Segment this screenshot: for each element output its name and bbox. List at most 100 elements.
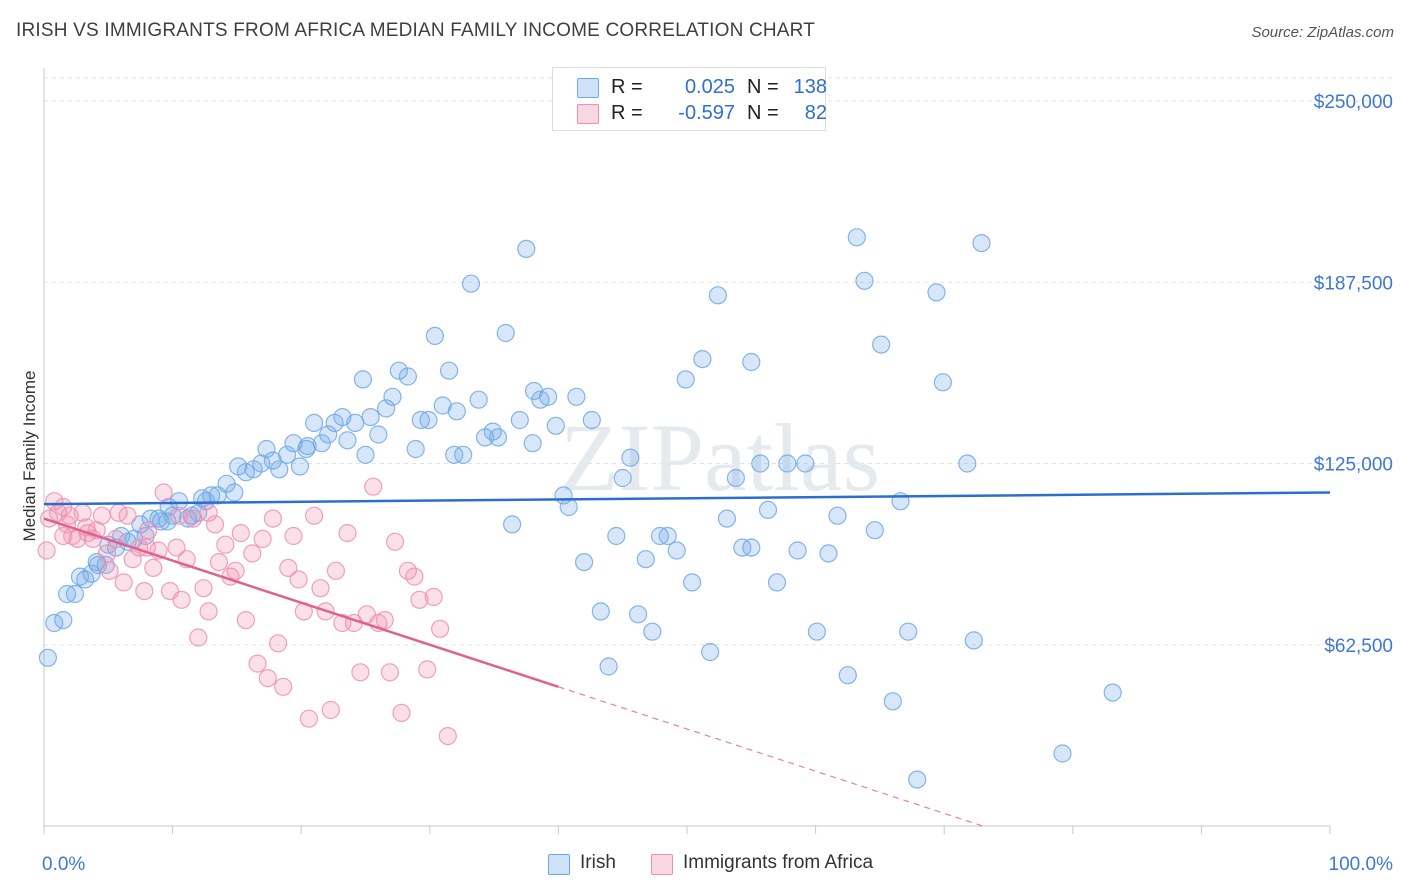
data-point (883, 692, 902, 711)
data-point (788, 541, 807, 560)
data-point (289, 570, 308, 589)
stats-r-label: R = (611, 76, 643, 98)
data-point (270, 460, 289, 479)
data-point (257, 439, 276, 459)
data-point (899, 622, 918, 641)
trend-line-extension (558, 686, 983, 827)
data-point (338, 523, 357, 543)
data-point (599, 657, 618, 676)
data-point (406, 439, 425, 459)
data-point (311, 579, 330, 598)
data-point (392, 703, 411, 723)
data-point (758, 500, 778, 519)
data-point (1103, 683, 1122, 702)
source-credit: Source: ZipAtlas.com (1251, 24, 1394, 41)
data-point (717, 509, 737, 528)
data-point (351, 663, 370, 682)
stats-n-label: N = (747, 76, 779, 98)
data-point (567, 387, 586, 406)
data-point (546, 416, 565, 435)
data-point (151, 512, 171, 531)
data-point (483, 422, 502, 441)
x-tick-label: 100.0% (1329, 854, 1394, 875)
data-point (643, 622, 662, 641)
data-point (559, 497, 578, 517)
data-point (144, 558, 163, 578)
data-point (726, 468, 746, 488)
data-point (838, 666, 857, 685)
data-point (158, 512, 177, 531)
stats-row-africa: R = -0.597 N = 82 (577, 100, 827, 126)
data-point (778, 454, 797, 473)
data-point (199, 602, 218, 621)
data-point (139, 521, 158, 540)
data-point (819, 544, 838, 563)
data-point (469, 390, 488, 409)
x-tick-label: 0.0% (42, 854, 85, 875)
data-point (54, 610, 73, 630)
data-point (45, 492, 64, 511)
y-tick-label: $125,000 (1314, 455, 1393, 476)
data-point (855, 271, 874, 290)
data-point (356, 445, 375, 464)
legend-swatch-irish (548, 854, 570, 875)
data-point (361, 408, 380, 427)
data-point (326, 561, 345, 580)
data-point (100, 561, 119, 580)
data-point (700, 642, 720, 662)
data-point (574, 552, 594, 572)
data-point (667, 541, 686, 560)
data-point (243, 544, 262, 563)
data-point (123, 550, 142, 569)
data-point (278, 445, 297, 464)
stats-n-value: 138 (793, 76, 827, 98)
stats-r-label: R = (611, 102, 643, 124)
data-point (169, 492, 189, 511)
data-point (847, 228, 866, 247)
data-point (353, 370, 372, 389)
data-point (380, 663, 399, 682)
chart-title: IRISH VS IMMIGRANTS FROM AFRICA MEDIAN F… (16, 20, 816, 41)
data-point (205, 515, 225, 534)
data-point (38, 648, 58, 667)
data-point (807, 622, 827, 641)
data-point (236, 610, 255, 630)
trend-line-irish (43, 491, 1331, 506)
series-irish (38, 228, 1122, 789)
data-point (972, 234, 991, 253)
data-point (226, 561, 245, 580)
data-point (461, 274, 481, 293)
data-point (523, 434, 542, 453)
data-point (305, 506, 324, 525)
data-point (796, 454, 815, 473)
data-point (607, 526, 626, 546)
data-point (650, 526, 670, 546)
data-point (445, 445, 464, 464)
trend-line-africa (43, 517, 559, 688)
data-point (1053, 744, 1072, 763)
data-point (83, 529, 103, 549)
data-point (109, 503, 128, 522)
data-point (248, 654, 267, 673)
legend-label-africa: Immigrants from Africa (683, 852, 874, 873)
data-point (658, 526, 677, 546)
data-point (297, 439, 316, 459)
data-point (964, 631, 983, 650)
series-africa (37, 477, 457, 746)
data-point (438, 726, 457, 746)
data-point (364, 477, 383, 496)
data-point (274, 677, 293, 696)
legend-item-irish[interactable]: Irish (548, 852, 648, 876)
stats-row-irish: R = 0.025 N = 138 (577, 74, 827, 100)
data-point (216, 535, 235, 554)
data-point (290, 457, 309, 476)
y-axis-label: Median Family Income (20, 370, 39, 542)
data-point (321, 700, 340, 720)
data-point (57, 584, 77, 604)
legend-item-africa[interactable]: Immigrants from Africa (651, 852, 911, 876)
data-point (383, 387, 402, 406)
data-point (496, 323, 515, 343)
axes (43, 68, 1331, 834)
data-point (628, 605, 648, 624)
